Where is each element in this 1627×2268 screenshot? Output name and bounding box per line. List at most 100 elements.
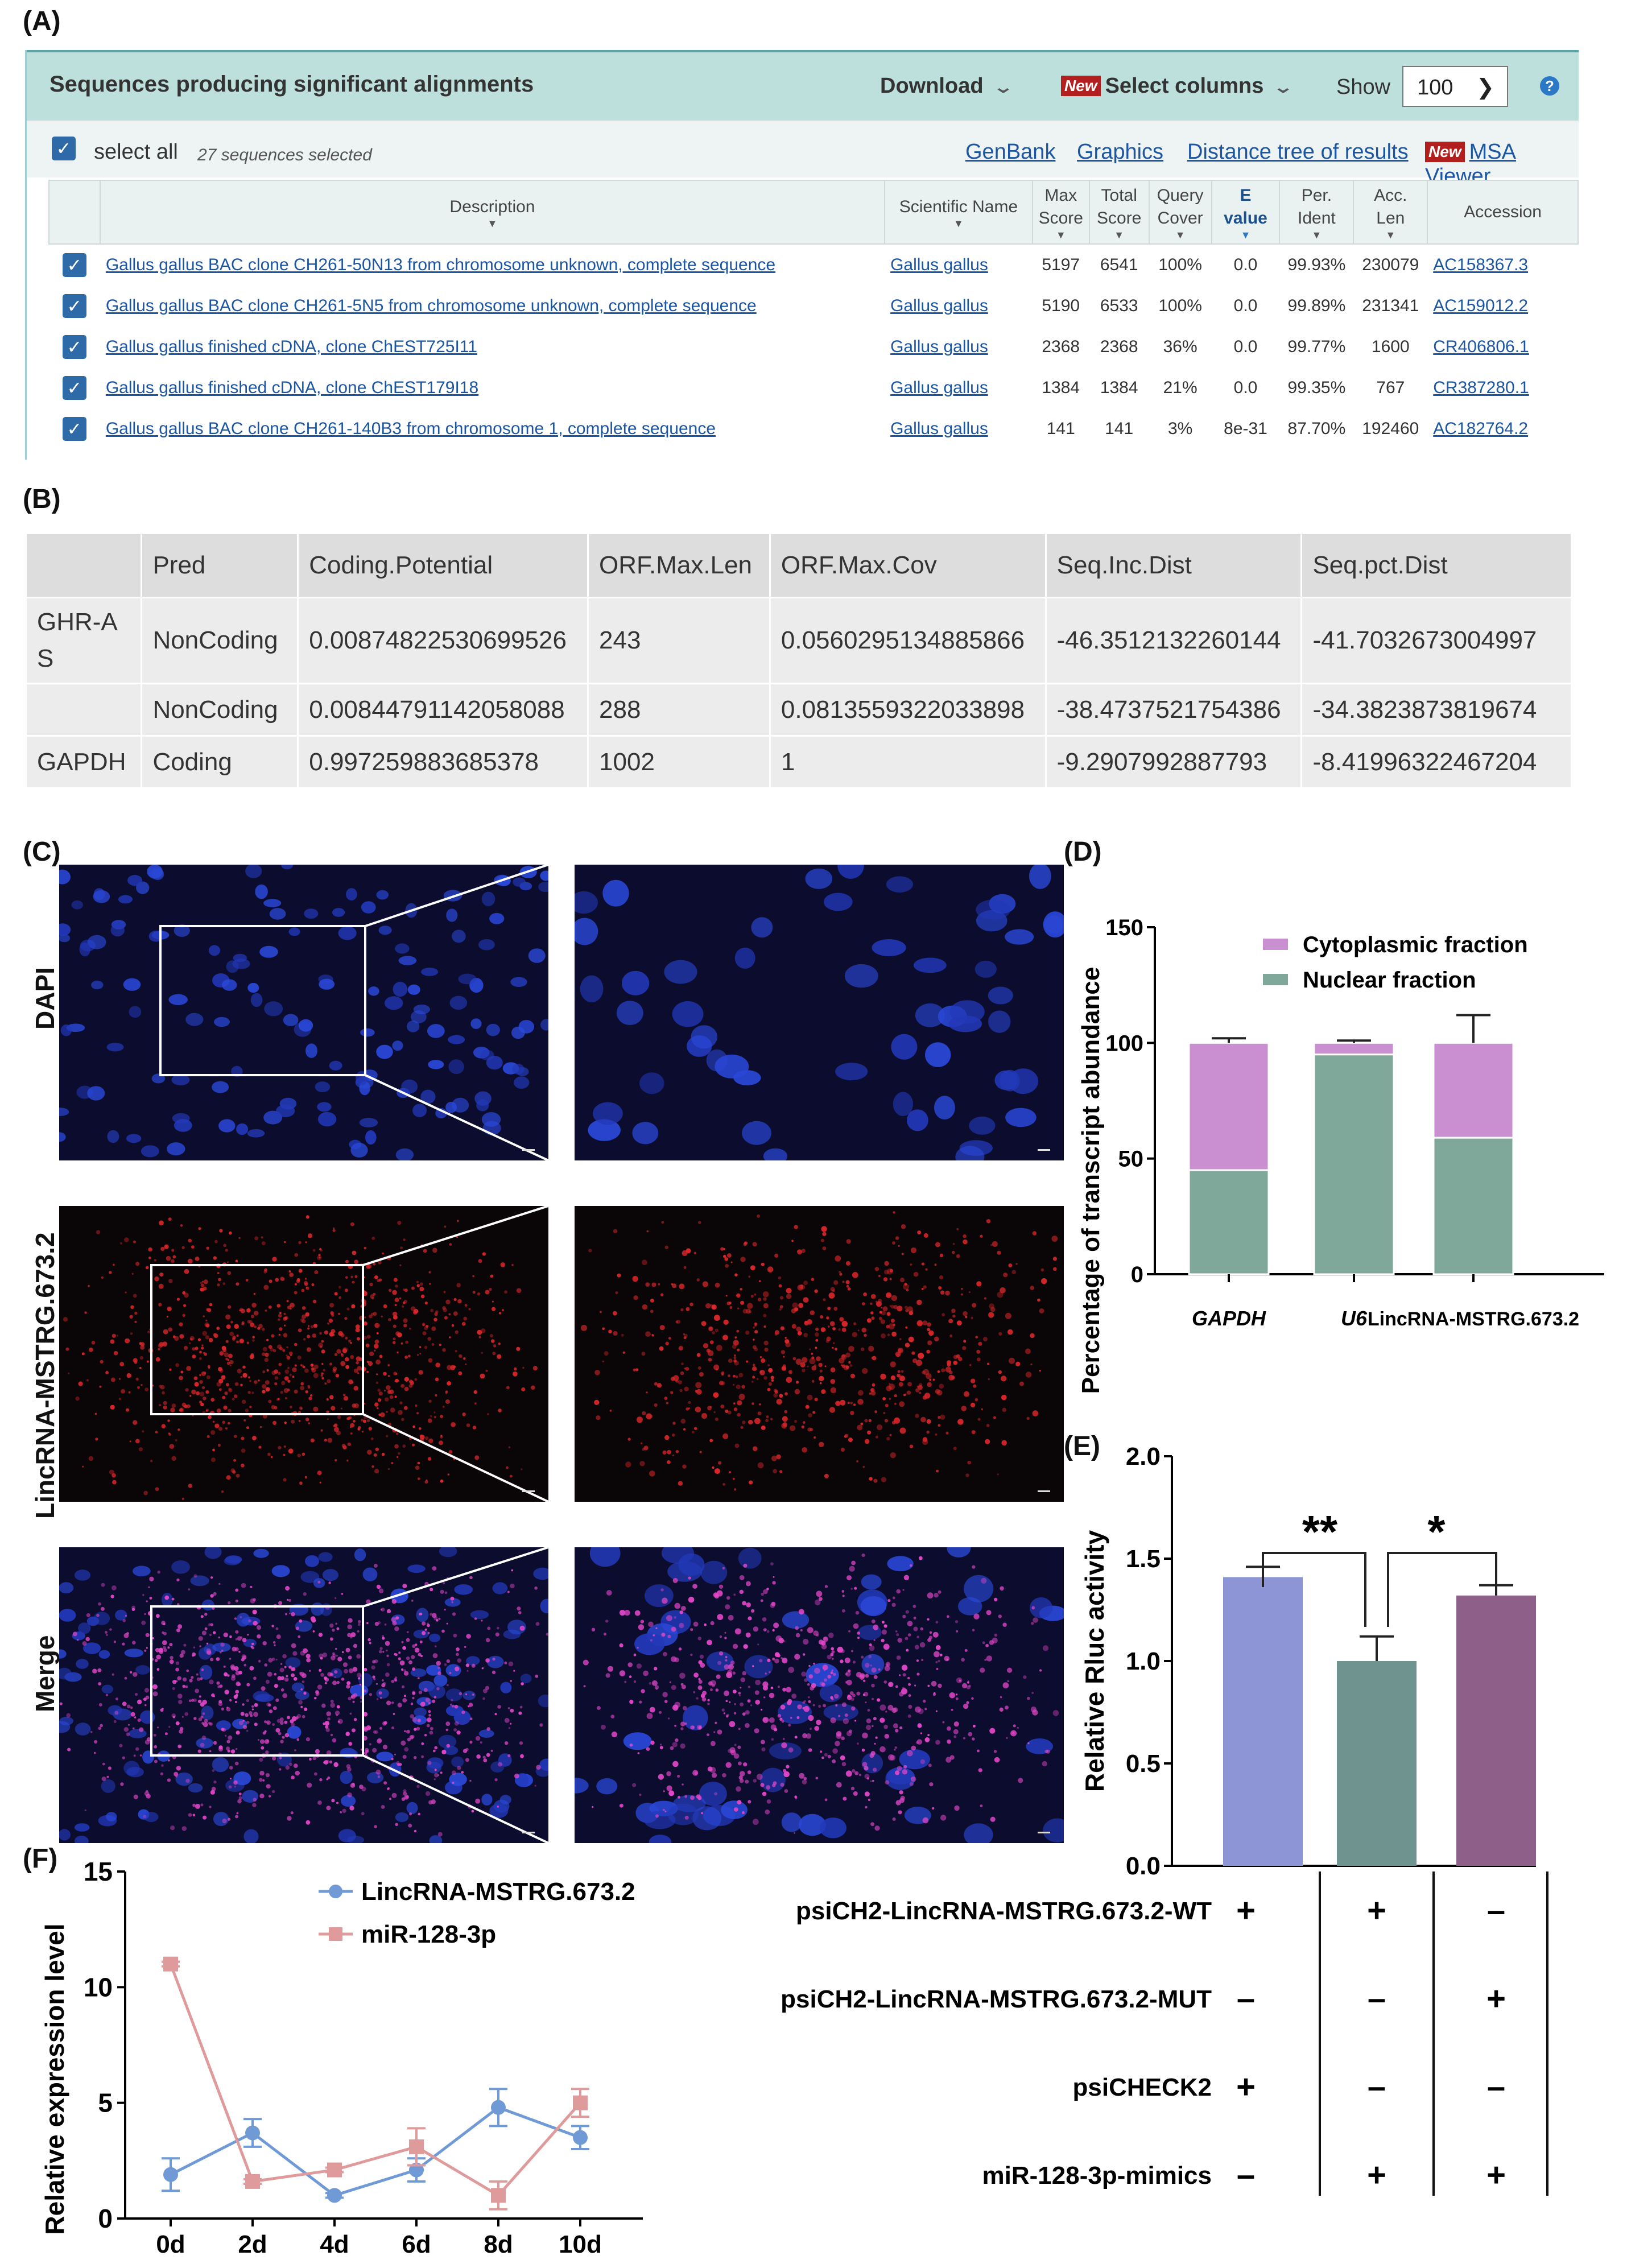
significance-bracket (1262, 1552, 1366, 1627)
accession-cell[interactable]: AC182764.2 (1427, 408, 1578, 449)
accession-link[interactable]: CR387280.1 (1433, 378, 1529, 397)
scientific-name-cell[interactable]: Gallus gallus (885, 286, 1033, 327)
max-score-cell: 1384 (1042, 378, 1080, 397)
description-cell[interactable]: Gallus gallus finished cDNA, clone ChEST… (100, 367, 885, 408)
y-tick-label: 1.5 (1126, 1545, 1161, 1573)
bar-cytoplasmic (1432, 1042, 1514, 1139)
scientific-name-link[interactable]: Gallus gallus (890, 337, 988, 356)
description-link[interactable]: Gallus gallus finished cDNA, clone ChEST… (105, 337, 477, 356)
acc-len-header[interactable]: Acc. Len ▼ (1353, 180, 1428, 245)
description-cell[interactable]: Gallus gallus BAC clone CH261-140B3 from… (100, 408, 885, 449)
description-cell[interactable]: Gallus gallus BAC clone CH261-5N5 from c… (100, 286, 885, 327)
scale-bar (522, 1149, 535, 1151)
genbank-link[interactable]: GenBank (965, 140, 1056, 164)
total-score-cell: 1384 (1100, 378, 1138, 397)
row-checkbox[interactable]: ✓ (49, 244, 100, 286)
description-link[interactable]: Gallus gallus BAC clone CH261-50N13 from… (105, 255, 776, 274)
accession-link[interactable]: AC159012.2 (1433, 296, 1529, 315)
total-score-cell: 2368 (1100, 337, 1138, 356)
y-tick-label: 150 (1105, 915, 1143, 940)
orf-max-len-header: ORF.Max.Len (587, 532, 771, 598)
significance-bracket (1387, 1552, 1497, 1627)
row-checkbox[interactable]: ✓ (49, 408, 100, 449)
orf-max-len-cell: 288 (587, 683, 771, 737)
y-axis-label: Relative expression level (40, 1923, 69, 2234)
help-icon[interactable]: ? (1540, 76, 1559, 96)
panel-label-f: (F) (23, 1844, 58, 1874)
query-cover-cell: 100% (1158, 296, 1202, 315)
max-score-cell: 2368 (1042, 337, 1080, 356)
scientific-name-cell[interactable]: Gallus gallus (885, 367, 1033, 408)
scientific-name-link[interactable]: Gallus gallus (890, 419, 988, 438)
accession-cell[interactable]: AC158367.3 (1427, 244, 1578, 286)
scientific-name-link[interactable]: Gallus gallus (890, 255, 988, 274)
description-cell[interactable]: Gallus gallus BAC clone CH261-50N13 from… (100, 244, 885, 286)
row-checkbox[interactable]: ✓ (49, 367, 100, 408)
select-all-label: select all (94, 140, 178, 164)
legend-label-mir: miR-128-3p (361, 1920, 496, 1948)
msa-viewer-link[interactable]: New MSA Viewer (1425, 140, 1579, 189)
accession-header[interactable]: Accession (1427, 180, 1579, 245)
data-point (573, 2095, 588, 2110)
scientific-name-cell[interactable]: Gallus gallus (885, 244, 1033, 286)
description-cell[interactable]: Gallus gallus finished cDNA, clone ChEST… (100, 327, 885, 367)
scientific-name-header[interactable]: Scientific Name ▼ (884, 180, 1033, 245)
scale-bar (522, 1490, 535, 1492)
bar (1456, 1595, 1536, 1866)
per-ident-header[interactable]: Per. Ident ▼ (1279, 180, 1355, 245)
condition-mark: – (1487, 1892, 1505, 1929)
row-checkbox[interactable]: ✓ (49, 286, 100, 327)
lincrna-zoomed-image (575, 1206, 1064, 1502)
acc-len-cell: 1600 (1371, 337, 1410, 356)
download-label: Download (880, 74, 984, 98)
legend-marker-lincrna (329, 1885, 342, 1898)
description-link[interactable]: Gallus gallus finished cDNA, clone ChEST… (105, 378, 479, 397)
accession-link[interactable]: AC158367.3 (1433, 255, 1529, 274)
max-score-header[interactable]: Max Score ▼ (1031, 180, 1090, 245)
y-tick-label: 50 (1118, 1147, 1144, 1172)
condition-label: psiCHECK2 (1073, 2073, 1212, 2101)
bar-nuclear (1188, 1169, 1270, 1275)
query-cover-cell: 3% (1167, 419, 1193, 438)
y-axis-label: Percentage of transcript abundance (1077, 967, 1105, 1394)
table-row: ✓ Gallus gallus BAC clone CH261-50N13 fro… (49, 244, 1578, 286)
orf-max-cov-cell: 0.0560295134885866 (769, 597, 1047, 684)
query-cover-header[interactable]: Query Cover ▼ (1148, 180, 1212, 245)
select-all-checkbox[interactable]: ✓ (52, 137, 76, 160)
results-header-bar: Sequences producing significant alignmen… (27, 50, 1579, 121)
table-row: NonCoding 0.00844791142058088 288 0.0813559… (24, 683, 1572, 737)
accession-link[interactable]: AC182764.2 (1433, 419, 1529, 438)
description-header[interactable]: Description ▼ (99, 180, 886, 245)
scientific-name-cell[interactable]: Gallus gallus (885, 408, 1033, 449)
selected-count: 27 sequences selected (197, 146, 372, 164)
graphics-link[interactable]: Graphics (1077, 140, 1164, 164)
condition-mark: – (1237, 2157, 1255, 2193)
download-menu[interactable]: Download ⌄ (880, 74, 1014, 98)
cpc-prediction-table: Pred Coding.Potential ORF.Max.Len ORF.Ma… (24, 532, 1572, 789)
zoom-connector-line (362, 1547, 548, 1608)
orf-max-cov-cell: 1 (769, 735, 1047, 789)
luciferase-assay-chart: 0.00.51.01.52.0** *Relative Rluc activity… (781, 1443, 1548, 2196)
description-link[interactable]: Gallus gallus BAC clone CH261-5N5 from c… (105, 296, 757, 315)
accession-cell[interactable]: AC159012.2 (1427, 286, 1578, 327)
show-count-select[interactable]: 100 ❯ (1402, 66, 1508, 107)
total-score-header[interactable]: Total Score ▼ (1088, 180, 1150, 245)
accession-link[interactable]: CR406806.1 (1433, 337, 1529, 356)
seq-pct-dist-cell: -41.7032673004997 (1300, 597, 1572, 684)
scientific-name-link[interactable]: Gallus gallus (890, 378, 988, 397)
select-columns-menu[interactable]: New Select columns ⌄ (1061, 74, 1294, 98)
row-checkbox[interactable]: ✓ (49, 327, 100, 367)
accession-cell[interactable]: CR387280.1 (1427, 367, 1578, 408)
total-score-cell: 141 (1105, 419, 1134, 438)
merge-overview-image (59, 1547, 548, 1843)
scientific-name-cell[interactable]: Gallus gallus (885, 327, 1033, 367)
check-icon: ✓ (62, 335, 86, 359)
distance-tree-link[interactable]: Distance tree of results (1187, 140, 1409, 164)
table-header-row: Description ▼ Scientific Name ▼ Max Score ▼ … (48, 180, 1579, 245)
accession-cell[interactable]: CR406806.1 (1427, 327, 1578, 367)
description-link[interactable]: Gallus gallus BAC clone CH261-140B3 from… (105, 419, 716, 438)
scientific-name-link[interactable]: Gallus gallus (890, 296, 988, 315)
y-tick-label: 5 (98, 2088, 113, 2118)
pred-cell: NonCoding (141, 683, 299, 737)
